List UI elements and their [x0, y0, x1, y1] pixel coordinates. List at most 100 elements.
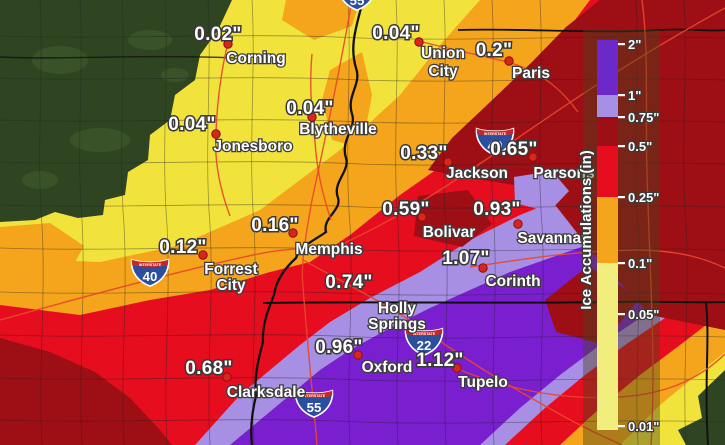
city-label: Forrest	[204, 261, 257, 278]
legend-seg-lavender	[597, 95, 618, 117]
city-label: Clarksdale	[227, 384, 306, 401]
value-label: 0.65"	[490, 139, 538, 160]
orange-patch-west	[0, 223, 84, 292]
value-label: 0.74"	[325, 272, 373, 293]
shield-route-number: 40	[143, 269, 158, 284]
darkred-bolivar-patch	[414, 190, 492, 247]
city-dot	[223, 39, 233, 49]
state-line-ms-al	[705, 302, 709, 445]
orange-patch-east-blytheville	[322, 52, 372, 148]
interstate-word: INTERSTATE	[484, 132, 507, 136]
value-label: 1.07"	[442, 248, 490, 269]
mississippi-river	[250, 0, 365, 445]
value-label: 0.96"	[315, 337, 363, 358]
city-label: Blytheville	[299, 121, 377, 138]
state-line-ky-tn	[457, 28, 725, 33]
legend-tick: 2"	[628, 37, 641, 52]
value-label: 0.93"	[473, 199, 521, 220]
legend-seg-red	[597, 146, 618, 197]
city-label: Corning	[226, 50, 285, 67]
city-label: Springs	[368, 316, 426, 333]
legend-tick-labels: 2" 1" 0.75" 0.5" 0.25" 0.1" 0.05" 0.01"	[627, 36, 661, 435]
shield-route-number: 55	[307, 400, 322, 415]
legend-colorbar	[597, 40, 618, 430]
city-label: Savannah	[517, 230, 590, 247]
city-label: Tupelo	[458, 374, 508, 391]
city-label: City	[428, 63, 458, 80]
value-label: 0.04"	[286, 98, 334, 119]
city-dot	[198, 250, 208, 260]
forest-southeast-corner	[678, 370, 725, 445]
legend-tickmarks	[618, 43, 625, 428]
legend: 2" 1" 0.75" 0.5" 0.25" 0.1" 0.05" 0.01" …	[577, 30, 661, 445]
city-dot	[414, 37, 424, 47]
city-labels: Corning Union City Jonesboro Blytheville…	[203, 44, 596, 403]
legend-seg-darkred	[597, 117, 618, 146]
city-label: Union	[421, 45, 465, 62]
value-label: 0.02"	[194, 24, 242, 45]
legend-tick: 0.05"	[628, 307, 659, 322]
forest-texture	[22, 30, 189, 189]
city-label: Bolivar	[423, 224, 476, 241]
city-dot	[504, 56, 514, 66]
legend-tick: 1"	[628, 88, 641, 103]
city-dot	[211, 129, 221, 139]
orange-patch-top	[282, 0, 360, 40]
value-label: 0.04"	[372, 23, 420, 44]
city-label: Corinth	[485, 273, 540, 290]
darkred-southwest	[0, 338, 172, 445]
city-label: Jackson	[446, 165, 508, 182]
lavender-parsons-patch	[514, 171, 569, 212]
value-label: 0.59"	[382, 199, 430, 220]
legend-seg-yellow	[597, 263, 618, 430]
city-label: City	[216, 277, 246, 294]
city-label: Holly	[378, 300, 416, 317]
city-dots	[198, 37, 538, 382]
value-label: 0.12"	[159, 237, 207, 258]
interstate-shields: INTERSTATE 40 INTERSTATE 40 55 INTERSTAT…	[130, 0, 515, 418]
city-dot	[353, 350, 363, 360]
shield-route-number: 55	[350, 0, 365, 8]
interstate-55-shield-top: 55	[342, 0, 372, 11]
city-dot	[513, 219, 523, 229]
interstate-40-shield-west: INTERSTATE 40	[130, 258, 170, 287]
city-dot	[307, 112, 317, 122]
legend-title: Ice Accumulations (in)	[578, 150, 595, 309]
value-label: 1.12"	[416, 350, 464, 371]
city-dot	[443, 157, 453, 167]
city-dot	[222, 372, 232, 382]
value-label: 0.04"	[168, 114, 216, 135]
darkred-northeast-blob	[428, 0, 725, 330]
shield-route-number: 40	[488, 138, 503, 153]
interstate-40-shield: INTERSTATE 40	[475, 127, 515, 156]
city-dot	[478, 263, 488, 273]
interstate-word: INTERSTATE	[413, 332, 436, 336]
city-label: Jonesboro	[213, 138, 292, 155]
city-label: Memphis	[295, 241, 362, 258]
shield-route-number: 22	[417, 338, 432, 353]
city-dot	[288, 228, 298, 238]
value-label: 0.33"	[400, 143, 448, 164]
value-labels: 0.02" 0.04" 0.2" 0.04" 0.04" 0.33" 0.65"…	[158, 22, 539, 381]
state-line-mo-ar	[0, 55, 236, 59]
city-label: Paris	[512, 65, 550, 82]
city-label: Oxford	[362, 359, 413, 376]
city-label: Parsons	[533, 165, 594, 182]
legend-tick: 0.75"	[628, 110, 659, 125]
city-dot	[452, 363, 462, 373]
value-label: 0.2"	[476, 40, 513, 61]
legend-tick: 0.5"	[628, 139, 652, 154]
interstate-55-shield: INTERSTATE 55	[294, 389, 334, 418]
city-dot	[528, 152, 538, 162]
legend-tick: 0.01"	[628, 419, 659, 434]
legend-tick: 0.1"	[628, 256, 652, 271]
city-dot	[417, 212, 427, 222]
interstate-word: INTERSTATE	[139, 263, 162, 267]
legend-seg-purple	[597, 40, 618, 95]
interstate-22-shield: INTERSTATE 22	[404, 327, 444, 356]
legend-backdrop	[583, 30, 660, 445]
value-label: 0.68"	[185, 358, 233, 379]
